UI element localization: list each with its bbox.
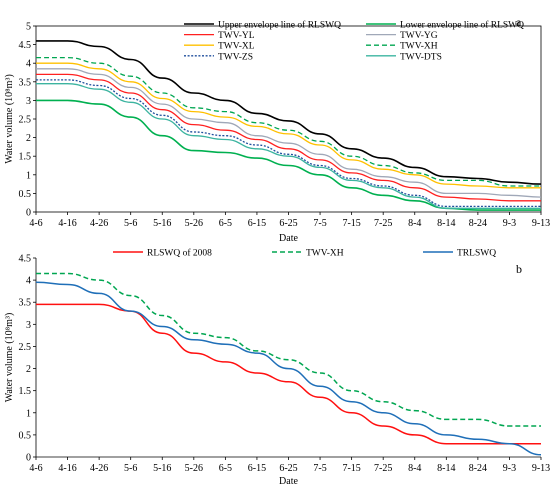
x-tick-label: 5-6: [124, 218, 137, 229]
x-tick-label: 7-15: [342, 218, 360, 229]
y-tick-label: 1.5: [19, 152, 32, 163]
x-tick-label: 6-5: [219, 218, 232, 229]
x-tick-label: 5-6: [124, 463, 137, 474]
x-tick-label: 6-15: [248, 463, 266, 474]
y-tick-label: 2.5: [19, 115, 32, 126]
x-tick-label: 7-25: [374, 218, 392, 229]
x-tick-label: 5-26: [185, 463, 203, 474]
x-tick-label: 5-16: [153, 218, 171, 229]
series-line-6: [36, 79, 541, 208]
x-tick-label: 7-5: [313, 218, 326, 229]
x-tick-label: 4-16: [58, 463, 76, 474]
y-tick-label: 1: [26, 408, 31, 419]
x-tick-label: 7-25: [374, 463, 392, 474]
legend-entry: Upper envelope line of RLSWQ: [218, 20, 341, 31]
legend-entry: TWV-XH: [306, 249, 344, 259]
y-tick-label: 1: [26, 170, 31, 181]
y-axis-label: Water volume (10⁸m³): [4, 313, 15, 403]
legend-entry: TWV-ZS: [218, 52, 253, 62]
x-tick-label: 4-6: [29, 218, 42, 229]
y-tick-label: 0.5: [19, 189, 32, 200]
x-tick-label: 6-25: [279, 463, 297, 474]
chart-panel-b: 0 0.5 1 1.5 2 2.5 3 3.5 4 4.5 4-6 4-16 4-26 5-6 5-16 5-…: [4, 248, 550, 488]
legend-entry: TWV-XH: [400, 42, 438, 52]
y-tick-label: 3: [26, 320, 31, 331]
series-line-4: [36, 62, 541, 189]
series-line-1: [36, 272, 541, 427]
legend-entry: RLSWQ of 2008: [147, 248, 212, 259]
y-tick-label: 0: [26, 208, 31, 219]
y-tick-label: 0: [26, 453, 31, 464]
x-tick-label: 7-15: [342, 463, 360, 474]
x-tick-label: 8-24: [469, 218, 487, 229]
x-tick-label: 6-25: [279, 218, 297, 229]
plot-frame: [35, 25, 542, 213]
x-tick-label: 4-6: [29, 463, 42, 474]
x-tick-label: 8-14: [437, 463, 455, 474]
series-line-0: [35, 40, 542, 185]
x-axis-label: Date: [279, 476, 298, 487]
y-tick-label: 0.5: [19, 430, 32, 441]
legend-entry: TWV-YL: [218, 31, 255, 41]
y-tick-label: 2: [26, 364, 31, 375]
y-tick-label: 4: [26, 276, 31, 287]
y-tick-label: 4.5: [19, 40, 32, 51]
x-tick-label: 8-4: [408, 463, 421, 474]
x-tick-label: 4-26: [90, 463, 108, 474]
x-tick-label: 9-13: [532, 218, 550, 229]
x-tick-label: 5-26: [185, 218, 203, 229]
x-axis-label: Date: [279, 233, 298, 244]
x-tick-label: 8-4: [408, 218, 421, 229]
x-tick-label: 9-3: [503, 218, 516, 229]
y-tick-label: 4: [26, 59, 31, 70]
x-tick-label: 6-15: [248, 218, 266, 229]
panel-label: a: [516, 15, 522, 29]
series-line-0: [35, 303, 541, 445]
y-tick-label: 2: [26, 133, 31, 144]
series-line-5: [36, 56, 541, 187]
y-tick-label: 4.5: [19, 254, 32, 265]
x-tick-label: 5-16: [153, 463, 171, 474]
legend-entry: TWV-YG: [400, 31, 438, 41]
x-tick-label: 4-26: [90, 218, 108, 229]
x-tick-label: 7-5: [313, 463, 326, 474]
y-tick-label: 5: [26, 22, 31, 33]
x-tick-label: 9-13: [532, 463, 550, 474]
x-tick-label: 8-24: [469, 463, 487, 474]
legend-entry: TRLSWQ: [457, 249, 496, 259]
x-tick-label: 6-5: [219, 463, 232, 474]
legend-entry: TWV-DTS: [400, 52, 442, 62]
series-line-3: [36, 68, 542, 198]
legend-entry: TWV-XL: [218, 42, 255, 52]
series-line-2: [36, 73, 541, 202]
y-tick-label: 3.5: [19, 298, 32, 309]
y-tick-label: 2.5: [19, 342, 32, 353]
chart-panel-a: 0 0.5 1 1.5 2 2.5 3 3.5 4 4.5 5 4-6 4-16 4-26 5-6 5-16 5…: [4, 15, 550, 244]
series-line-7: [36, 83, 541, 209]
y-tick-label: 3: [26, 96, 31, 107]
panel-label: b: [516, 262, 522, 276]
y-tick-label: 1.5: [19, 386, 32, 397]
x-tick-label: 9-3: [503, 463, 516, 474]
y-axis-label: Water volume (10⁸m³): [4, 74, 15, 164]
y-tick-label: 3.5: [19, 77, 32, 88]
legend-entry: Lower envelope line of RLSWQ: [400, 20, 524, 31]
x-tick-label: 8-14: [437, 218, 455, 229]
x-tick-label: 4-16: [58, 218, 76, 229]
series-line-2: [35, 281, 542, 456]
